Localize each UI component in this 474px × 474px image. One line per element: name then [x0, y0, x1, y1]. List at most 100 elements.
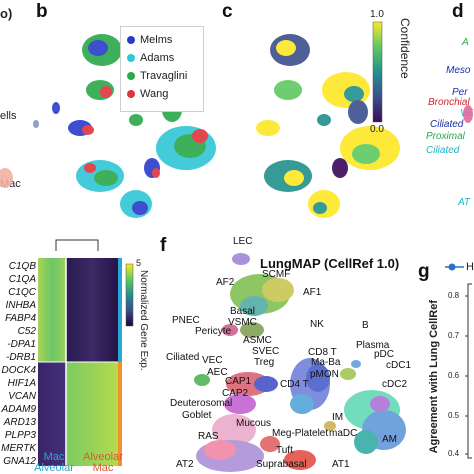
gene-label: GNA12 — [3, 456, 36, 467]
gene-label: INHBA — [5, 300, 36, 311]
cluster-label: cDC1 — [386, 360, 412, 371]
cluster-label: AF2 — [216, 277, 235, 288]
panel-d-label-at: AT — [458, 197, 471, 208]
cluster-label: B — [362, 320, 369, 331]
legend-item: Melms — [127, 31, 197, 49]
cluster-label: Suprabasal — [256, 459, 307, 470]
cluster-label: maDC — [329, 428, 358, 439]
cluster-label: AEC — [207, 367, 228, 378]
panel-f-title: LungMAP (CellRef 1.0) — [260, 256, 400, 271]
cluster-label: SCMF — [262, 269, 291, 280]
panel-a-label-cells: ells — [0, 110, 17, 122]
gene-label: -DRB1 — [5, 352, 36, 363]
panel-d-umap-fragment — [463, 105, 473, 123]
legend-item: Travaglini — [127, 67, 197, 85]
panel-c-colorbar — [372, 21, 383, 123]
legend-dot — [127, 36, 135, 44]
cluster-label: cDC2 — [382, 379, 408, 390]
panel-g-legend-text: H — [466, 261, 474, 273]
heatmap-group-label-2: Alveolar Mac — [78, 452, 128, 474]
panel-a-fragment: o) — [0, 6, 13, 21]
gene-label: VCAN — [8, 391, 36, 402]
cluster-label: Plasma — [356, 340, 390, 351]
group-label-line: Alveolar — [83, 451, 123, 463]
heatmap-colorbar — [125, 263, 134, 327]
cluster-label: AT1 — [332, 459, 350, 470]
gene-label: DOCK4 — [1, 365, 36, 376]
cluster-label: Tuft — [276, 445, 293, 456]
legend-dot — [127, 90, 135, 98]
gene-label: MERTK — [1, 443, 36, 454]
y-tick-label: 0.7 — [448, 331, 460, 340]
cluster-label: PNEC — [172, 315, 200, 326]
cluster-label: AF1 — [303, 287, 322, 298]
cluster-label: RAS — [198, 431, 219, 442]
cluster-label: IM — [332, 412, 344, 423]
cluster-label: Basal — [230, 306, 256, 317]
legend-item: Wang — [127, 85, 197, 103]
panel-c-label: c — [222, 1, 233, 22]
group-label-line: Mac — [92, 462, 114, 474]
panel-g-axis — [465, 283, 472, 459]
cluster-label: Meg-Platelet — [272, 428, 329, 439]
heatmap-dendrogram — [55, 239, 99, 251]
group-label-line: Alveolar — [34, 462, 74, 474]
panel-d-label-per: Per — [452, 87, 468, 98]
gene-label: C1QA — [8, 274, 36, 285]
cluster-label: AM — [382, 434, 397, 445]
gene-label: C1QB — [8, 261, 36, 272]
cluster-label: ASMC — [243, 335, 272, 346]
cluster-label: VSMC — [228, 317, 257, 328]
cluster-label: VEC — [202, 355, 223, 366]
heatmap-colorbar-max: 5 — [136, 258, 142, 268]
cluster-label: CAP2 — [222, 388, 249, 399]
cluster-label: Deuterosomal — [170, 398, 233, 409]
legend-label: Wang — [140, 88, 169, 100]
y-tick-label: 0.5 — [448, 411, 460, 420]
panel-a-umap-fragment — [0, 120, 39, 188]
legend-item: Adams — [127, 49, 197, 67]
panel-d-label: d — [452, 1, 464, 22]
heatmap-grid — [38, 258, 118, 466]
cluster-label: Ciliated — [166, 352, 200, 363]
panel-f-umap — [194, 253, 406, 472]
cluster-label: CD8 T — [308, 347, 337, 358]
cluster-label: LEC — [233, 236, 253, 247]
legend-dot — [127, 54, 135, 62]
gene-label: FABP4 — [5, 313, 36, 324]
panel-f-label: f — [160, 235, 167, 256]
legend-label: Melms — [140, 34, 173, 46]
panel-b-label: b — [36, 1, 48, 22]
cluster-label: Ma-Ba — [311, 357, 341, 368]
legend-dot — [127, 72, 135, 80]
gene-label: ADAM9 — [1, 404, 36, 415]
gene-label: C1QC — [8, 287, 36, 298]
cluster-label: AT2 — [176, 459, 194, 470]
gene-label: PLPP3 — [4, 430, 36, 441]
panel-g-legend-marker — [445, 263, 464, 271]
cluster-label: Goblet — [182, 410, 212, 421]
panel-d-label-meso: Meso — [446, 65, 471, 76]
group-label-line: Mac — [43, 451, 65, 463]
legend-label: Adams — [140, 52, 175, 64]
heatmap-side-bar — [118, 258, 122, 466]
panel-b-legend: Melms Adams Travaglini Wang — [120, 26, 204, 112]
colorbar-title: Confidence — [398, 18, 412, 79]
cluster-label: CD4 T — [280, 379, 309, 390]
panel-g-ylabel: Agreement with Lung CellRef — [428, 300, 440, 454]
heatmap-group-label-1: Mac Alveolar — [30, 452, 78, 474]
cluster-label: pDC — [374, 349, 395, 360]
panel-d-label-ciliated-2: Ciliated — [426, 145, 460, 156]
panel-g-label: g — [418, 261, 430, 282]
colorbar-max-label: 1.0 — [370, 9, 384, 20]
gene-label: HIF1A — [7, 378, 36, 389]
panel-d-label-bronchial: Bronchial — [428, 97, 470, 108]
colorbar-min-label: 0.0 — [370, 124, 384, 135]
cluster-label: Pericyte — [195, 326, 232, 337]
cluster-label: NK — [310, 319, 324, 330]
cluster-label: CAP1 — [225, 376, 252, 387]
cluster-label: Mucous — [236, 418, 272, 429]
panel-c-umap — [256, 34, 400, 218]
cluster-label: Treg — [254, 357, 275, 368]
heatmap-colorbar-label: Normalized Gene Exp. — [138, 270, 149, 371]
